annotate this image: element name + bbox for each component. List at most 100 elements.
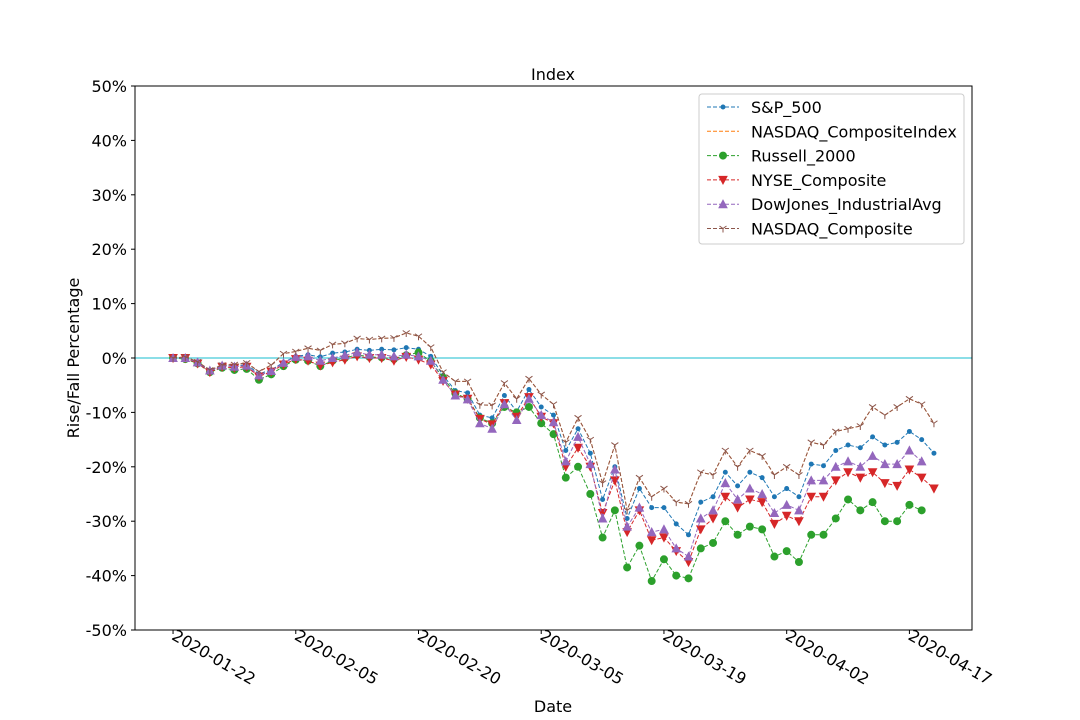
marker xyxy=(575,426,581,432)
marker xyxy=(278,357,289,367)
marker xyxy=(463,378,472,386)
marker xyxy=(646,527,657,537)
marker xyxy=(561,439,570,447)
marker xyxy=(659,524,669,534)
series-line xyxy=(173,352,923,558)
marker xyxy=(635,541,644,550)
marker xyxy=(684,500,693,508)
marker xyxy=(929,484,939,494)
marker xyxy=(315,355,326,365)
marker xyxy=(867,450,878,460)
marker xyxy=(391,347,397,353)
marker xyxy=(782,547,791,556)
marker xyxy=(722,469,728,475)
marker xyxy=(574,414,582,422)
marker xyxy=(551,412,556,418)
marker xyxy=(206,367,214,374)
series-line xyxy=(173,352,922,583)
marker xyxy=(267,362,276,370)
marker xyxy=(548,417,559,427)
marker xyxy=(746,447,754,455)
chart-title: Index xyxy=(531,65,575,84)
marker xyxy=(770,472,779,479)
marker xyxy=(782,463,791,471)
marker xyxy=(475,418,485,428)
marker xyxy=(538,404,544,410)
marker xyxy=(560,456,571,466)
series-line xyxy=(173,355,935,563)
series xyxy=(170,345,937,538)
plot-frame xyxy=(134,85,973,631)
marker xyxy=(169,355,177,362)
series xyxy=(168,347,927,561)
marker xyxy=(328,341,337,349)
marker xyxy=(646,536,657,546)
marker xyxy=(402,330,411,337)
y-tick-label: -50% xyxy=(86,621,127,640)
marker xyxy=(659,555,668,564)
marker xyxy=(904,465,915,475)
marker xyxy=(647,493,656,501)
marker xyxy=(769,507,780,518)
marker xyxy=(511,414,522,425)
marker xyxy=(525,375,533,383)
marker xyxy=(919,437,925,443)
marker xyxy=(622,521,632,531)
marker xyxy=(882,442,888,448)
marker xyxy=(181,354,190,361)
marker xyxy=(476,401,484,409)
legend-label: Russell_2000 xyxy=(751,147,856,167)
marker xyxy=(808,461,814,467)
marker xyxy=(672,499,681,507)
marker xyxy=(830,476,841,486)
marker xyxy=(844,425,852,433)
marker xyxy=(845,442,851,448)
marker xyxy=(917,401,926,409)
series-line xyxy=(173,347,935,536)
y-tick-label: 0% xyxy=(102,349,127,368)
marker xyxy=(867,468,878,478)
marker xyxy=(610,464,620,474)
marker xyxy=(781,511,792,521)
marker xyxy=(536,410,547,420)
marker xyxy=(255,368,263,376)
marker xyxy=(819,530,828,539)
marker xyxy=(819,442,828,450)
marker xyxy=(831,428,840,436)
marker xyxy=(758,453,766,460)
marker xyxy=(586,436,595,444)
legend-marker xyxy=(718,199,728,209)
marker xyxy=(881,412,889,420)
marker xyxy=(230,361,239,369)
legend-label: NASDAQ_Composite xyxy=(751,220,913,240)
marker xyxy=(623,563,632,572)
marker xyxy=(796,494,802,500)
marker xyxy=(660,485,668,493)
marker xyxy=(598,480,607,488)
marker xyxy=(857,445,863,451)
legend-box xyxy=(698,93,965,245)
marker xyxy=(732,503,743,513)
x-tick-label: 2020-04-17 xyxy=(905,626,995,689)
marker xyxy=(266,365,277,376)
marker xyxy=(833,447,839,453)
marker xyxy=(856,423,865,430)
marker xyxy=(671,543,682,553)
marker xyxy=(290,351,301,361)
marker xyxy=(709,472,717,479)
marker xyxy=(600,496,606,502)
marker xyxy=(708,505,718,515)
marker xyxy=(892,481,902,491)
marker xyxy=(635,474,644,482)
marker xyxy=(390,334,398,342)
marker xyxy=(880,517,889,526)
marker xyxy=(649,505,655,511)
x-tick-label: 2020-02-05 xyxy=(292,626,382,689)
marker xyxy=(686,532,691,538)
marker xyxy=(489,415,495,421)
marker xyxy=(488,402,496,410)
marker xyxy=(855,461,866,471)
marker xyxy=(880,459,890,469)
marker xyxy=(661,505,667,511)
legend-marker xyxy=(720,104,726,110)
